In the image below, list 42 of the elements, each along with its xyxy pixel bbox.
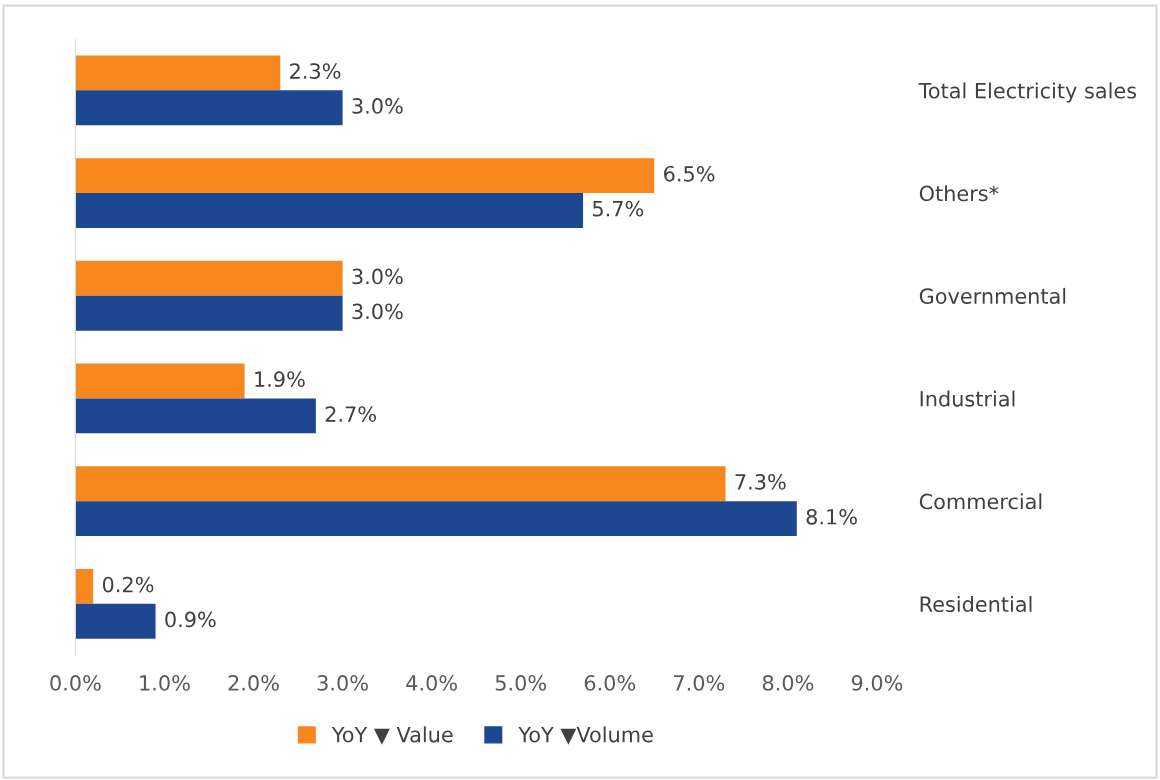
data-label: 1.9%: [255, 371, 305, 388]
bar: [75, 55, 281, 91]
x-tick-label: 9.0%: [851, 675, 903, 691]
x-tick-label: 2.0%: [228, 675, 279, 691]
x-tick-label: 0.0%: [50, 675, 101, 691]
x-tick-label: 3.0%: [317, 675, 368, 691]
y-tick-label: Industrial: [920, 390, 1015, 407]
bar: [75, 158, 655, 194]
bar: [75, 398, 316, 434]
bar: [75, 90, 343, 126]
data-label: 3.0%: [352, 268, 403, 285]
data-label: 2.7%: [325, 406, 376, 422]
x-tick-label: 8.0%: [762, 675, 814, 691]
data-label: 3.0%: [352, 303, 403, 320]
y-tick-label: Governmental: [919, 287, 1066, 304]
x-tick-label: 4.0%: [406, 675, 457, 691]
legend-label: YoY ▼ Value: [331, 726, 453, 745]
data-label: 7.3%: [735, 473, 786, 490]
y-tick-label: Commercial: [919, 493, 1042, 510]
bar: [75, 501, 797, 537]
bar: [75, 260, 343, 296]
bar: [75, 295, 343, 331]
data-label: 2.3%: [290, 63, 341, 79]
data-label: 3.0%: [352, 98, 403, 114]
x-tick-label: 7.0%: [674, 675, 725, 691]
x-tick-label: 1.0%: [140, 675, 190, 691]
bar: [75, 568, 94, 604]
x-tick-label: 6.0%: [584, 675, 636, 691]
y-tick-label: Total Electricity sales: [918, 82, 1137, 103]
data-label: 8.1%: [806, 508, 857, 525]
data-label: 0.2%: [102, 576, 154, 593]
legend-label: YoY ▼Volume: [518, 726, 653, 745]
bar: [75, 466, 726, 502]
bar: [75, 193, 584, 228]
bar: [75, 363, 245, 399]
x-tick-label: 5.0%: [495, 675, 547, 691]
data-label: 5.7%: [593, 200, 644, 217]
y-tick-label: Others*: [919, 185, 999, 202]
data-label: 0.9%: [165, 611, 216, 628]
data-label: 6.5%: [664, 165, 715, 182]
y-tick-label: Residential: [920, 595, 1032, 613]
bar: [75, 603, 156, 639]
